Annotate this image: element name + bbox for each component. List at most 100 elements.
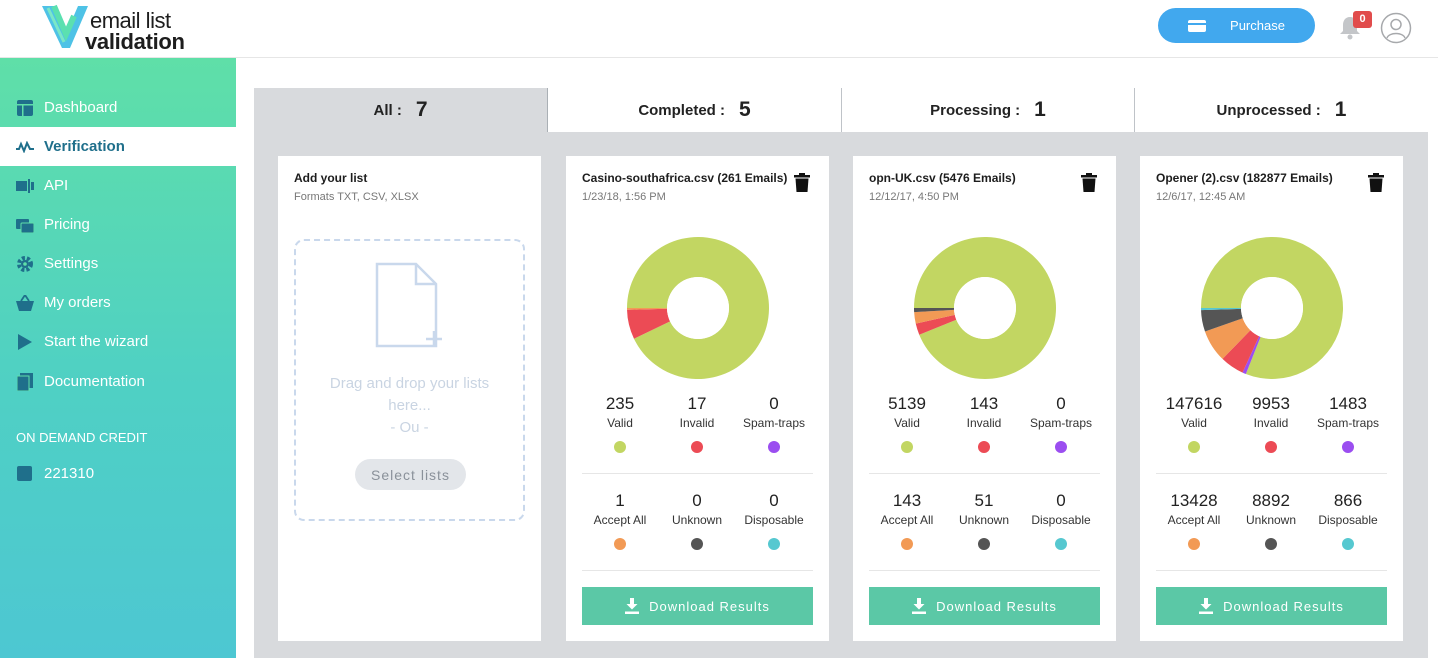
stat-label: Disposable [744,513,804,527]
legend-dot-accept-all [614,538,626,550]
result-card: opn-UK.csv (5476 Emails) 12/12/17, 4:50 … [853,156,1116,641]
sidebar-item-label: My orders [44,294,111,311]
legend-dot-valid [901,441,913,453]
divider [869,473,1100,474]
stat-label: Spam-traps [742,416,806,430]
donut-slice-valid [914,237,1056,379]
pricing-icon [16,216,34,234]
legend-dot-disposable [768,538,780,550]
results-donut-chart [914,237,1056,379]
tab-all[interactable]: All : 7 [254,88,548,132]
trash-icon[interactable] [794,173,810,192]
donut-slice-spam-traps [1242,336,1261,375]
stat-accept-all: 143 Accept All [862,491,952,527]
download-results-button[interactable]: Download Results [582,587,813,625]
credit-value-item: 221310 [0,455,236,491]
sidebar-item-dashboard[interactable]: Dashboard [0,88,236,127]
file-title: Opener (2).csv (182877 Emails) [1156,171,1333,185]
tab-processing[interactable]: Processing : 1 [842,88,1135,132]
credit-icon [17,465,32,481]
stat-spam-traps: 0 Spam-traps [729,394,819,430]
stat-disposable: 0 Disposable [1016,491,1106,527]
tab-count: 5 [738,98,751,121]
basket-icon [16,294,34,312]
sidebar-item-verification[interactable]: Verification [0,127,236,166]
stat-spam-traps: 1483 Spam-traps [1303,394,1393,430]
stat-label: Accept All [1167,513,1221,527]
download-icon [625,598,640,614]
dropzone-line-1: Drag and drop your lists [329,375,490,392]
legend-dot-invalid [1265,441,1277,453]
download-label: Download Results [936,598,1057,614]
tab-unprocessed[interactable]: Unprocessed : 1 [1135,88,1428,132]
sidebar-item-start-wizard[interactable]: Start the wizard [0,322,236,361]
purchase-label: Purchase [1230,18,1285,33]
legend-dot-spam-traps [1342,441,1354,453]
trash-icon[interactable] [1081,173,1097,192]
logo[interactable]: email list validation [40,2,200,54]
result-card: Opener (2).csv (182877 Emails) 12/6/17, … [1140,156,1403,641]
sidebar-item-label: Pricing [44,216,90,233]
download-label: Download Results [1223,598,1344,614]
tab-completed[interactable]: Completed : 5 [548,88,842,132]
stat-label: Valid [607,416,633,430]
dashboard-icon [16,99,34,117]
top-bar: email list validation Purchase 0 [0,0,1438,58]
sidebar-item-documentation[interactable]: Documentation [0,362,236,401]
main-content: All : 7 Completed : 5 Processing : 1 Unproc… [254,88,1428,658]
donut-hole [954,277,1016,339]
sidebar-item-api[interactable]: API [0,166,236,205]
stat-label: Unknown [958,513,1010,527]
stat-value: 51 [974,491,994,510]
donut-slice-accept-all [914,309,955,324]
result-card: Casino-southafrica.csv (261 Emails) 1/23… [566,156,829,641]
stat-value: 0 [769,491,779,510]
stat-value: 143 [969,394,999,413]
file-date: 12/12/17, 4:50 PM [869,191,959,203]
legend-dot-invalid [978,441,990,453]
stat-value: 9953 [1252,394,1290,413]
stat-label: Disposable [1031,513,1091,527]
download-results-button[interactable]: Download Results [1156,587,1387,625]
stat-label: Accept All [593,513,647,527]
user-avatar-icon[interactable] [1380,12,1412,44]
tab-label: Unprocessed : [1216,101,1321,119]
stat-value: 13428 [1170,491,1218,510]
stat-valid: 235 Valid [575,394,665,430]
add-list-title: Add your list [294,171,368,185]
donut-slice-accept-all [1204,318,1251,359]
file-title: Casino-southafrica.csv (261 Emails) [582,171,788,185]
purchase-button[interactable]: Purchase [1158,8,1315,43]
file-date: 1/23/18, 1:56 PM [582,191,666,203]
tab-count: 1 [1334,98,1347,121]
stat-value: 0 [1056,491,1066,510]
download-results-button[interactable]: Download Results [869,587,1100,625]
select-lists-button[interactable]: Select lists [355,459,466,490]
sidebar-item-settings[interactable]: Settings [0,244,236,283]
stat-label: Valid [894,416,920,430]
donut-hole [667,277,729,339]
sidebar-item-label: Verification [44,138,125,155]
dropzone[interactable]: Drag and drop your lists here... - Ou - … [294,239,525,521]
tab-count: 1 [1034,98,1046,121]
stat-label: Invalid [679,416,715,430]
legend-dot-invalid [691,441,703,453]
tab-label: All : [373,101,402,119]
stat-value: 143 [892,491,922,510]
donut-slice-invalid [1222,330,1260,373]
stat-invalid: 17 Invalid [652,394,742,430]
trash-icon[interactable] [1368,173,1384,192]
sidebar-item-label: Documentation [44,373,145,390]
legend-dot-disposable [1055,538,1067,550]
divider [869,570,1100,571]
sidebar-item-pricing[interactable]: Pricing [0,205,236,244]
stat-invalid: 9953 Invalid [1226,394,1316,430]
credit-card-icon [1188,19,1207,32]
donut-hole [1241,277,1303,339]
credit-label: ON DEMAND CREDIT [16,430,148,445]
sidebar-item-my-orders[interactable]: My orders [0,283,236,322]
divider [1156,570,1387,571]
donut-slice-unknown [1201,308,1243,332]
add-list-card: Add your list Formats TXT, CSV, XLSX Dra… [278,156,541,641]
file-title: opn-UK.csv (5476 Emails) [869,171,1016,185]
